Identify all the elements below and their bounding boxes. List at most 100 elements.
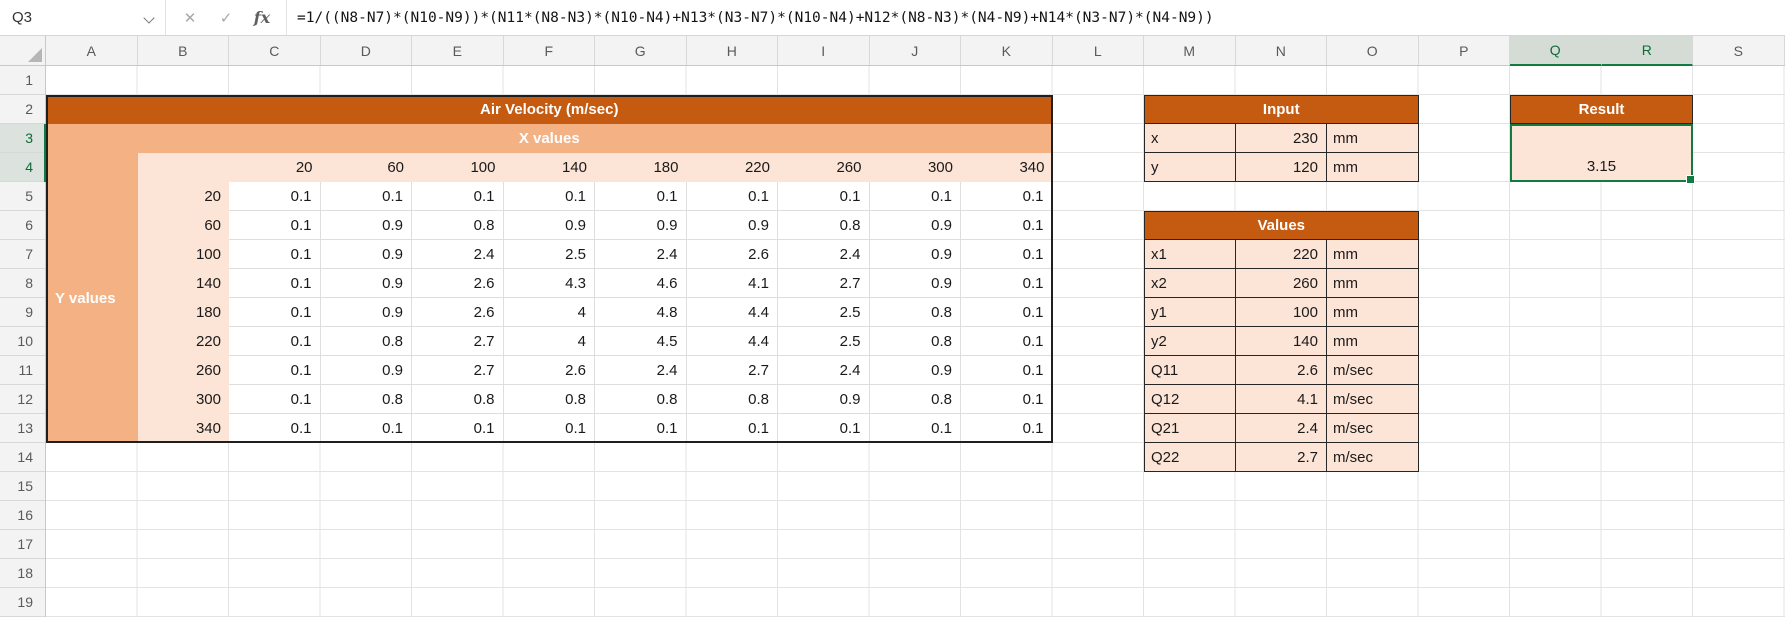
cell-F9[interactable]: 4 xyxy=(503,298,595,327)
cell-K9[interactable]: 0.1 xyxy=(961,298,1053,327)
cell-I12[interactable]: 0.9 xyxy=(778,385,870,414)
values-label-Q12[interactable]: Q12 xyxy=(1144,385,1236,414)
row-header-12[interactable]: 12 xyxy=(0,385,45,414)
y-header-cell-180[interactable]: 180 xyxy=(137,298,229,327)
cell-F6[interactable]: 0.9 xyxy=(503,211,595,240)
row-header-7[interactable]: 7 xyxy=(0,240,45,269)
cell-D9[interactable]: 0.9 xyxy=(320,298,412,327)
input-label-y[interactable]: y xyxy=(1144,153,1236,182)
cell-E9[interactable]: 2.6 xyxy=(412,298,504,327)
name-box[interactable]: Q3 xyxy=(0,0,166,35)
cell-B4[interactable] xyxy=(137,153,229,182)
x-header-cell-60[interactable]: 60 xyxy=(320,153,412,182)
values-value-x2[interactable]: 260 xyxy=(1235,269,1327,298)
chevron-down-icon[interactable] xyxy=(143,12,155,24)
cell-G13[interactable]: 0.1 xyxy=(595,414,687,443)
cell-D11[interactable]: 0.9 xyxy=(320,356,412,385)
row-header-13[interactable]: 13 xyxy=(0,414,45,443)
row-header-2[interactable]: 2 xyxy=(0,95,45,124)
values-title-cell[interactable]: Values xyxy=(1144,211,1419,240)
cell-K5[interactable]: 0.1 xyxy=(961,182,1053,211)
cell-J11[interactable]: 0.9 xyxy=(869,356,961,385)
input-value-x[interactable]: 230 xyxy=(1235,124,1327,153)
column-header-K[interactable]: K xyxy=(961,36,1053,65)
row-header-11[interactable]: 11 xyxy=(0,356,45,385)
column-header-H[interactable]: H xyxy=(687,36,778,65)
column-header-J[interactable]: J xyxy=(870,36,961,65)
column-header-I[interactable]: I xyxy=(778,36,870,65)
column-header-O[interactable]: O xyxy=(1327,36,1419,65)
cell-H5[interactable]: 0.1 xyxy=(686,182,778,211)
values-label-y1[interactable]: y1 xyxy=(1144,298,1236,327)
cell-G8[interactable]: 4.6 xyxy=(595,269,687,298)
cell-K7[interactable]: 0.1 xyxy=(961,240,1053,269)
column-header-D[interactable]: D xyxy=(321,36,412,65)
column-header-E[interactable]: E xyxy=(412,36,504,65)
row-header-16[interactable]: 16 xyxy=(0,501,45,530)
values-unit-Q21[interactable]: m/sec xyxy=(1327,414,1419,443)
cell-F10[interactable]: 4 xyxy=(503,327,595,356)
cell-G10[interactable]: 4.5 xyxy=(595,327,687,356)
values-unit-Q11[interactable]: m/sec xyxy=(1327,356,1419,385)
row-header-15[interactable]: 15 xyxy=(0,472,45,501)
cell-H12[interactable]: 0.8 xyxy=(686,385,778,414)
values-value-Q21[interactable]: 2.4 xyxy=(1235,414,1327,443)
cell-C10[interactable]: 0.1 xyxy=(229,327,321,356)
cell-F13[interactable]: 0.1 xyxy=(503,414,595,443)
column-header-S[interactable]: S xyxy=(1693,36,1785,65)
row-header-9[interactable]: 9 xyxy=(0,298,45,327)
cell-G12[interactable]: 0.8 xyxy=(595,385,687,414)
cell-G6[interactable]: 0.9 xyxy=(595,211,687,240)
cell-C8[interactable]: 0.1 xyxy=(229,269,321,298)
input-unit-y[interactable]: mm xyxy=(1327,153,1419,182)
cell-H7[interactable]: 2.6 xyxy=(686,240,778,269)
cancel-icon[interactable]: ✕ xyxy=(183,9,197,27)
cell-I10[interactable]: 2.5 xyxy=(778,327,870,356)
row-header-14[interactable]: 14 xyxy=(0,443,45,472)
values-value-Q11[interactable]: 2.6 xyxy=(1235,356,1327,385)
result-cell-active[interactable]: 3.15 xyxy=(1510,124,1695,184)
cell-E7[interactable]: 2.4 xyxy=(412,240,504,269)
y-header-cell-100[interactable]: 100 xyxy=(137,240,229,269)
cell-H13[interactable]: 0.1 xyxy=(686,414,778,443)
y-header-cell-220[interactable]: 220 xyxy=(137,327,229,356)
air-velocity-title-cell[interactable]: Air Velocity (m/sec) xyxy=(46,95,1053,124)
input-label-x[interactable]: x xyxy=(1144,124,1236,153)
y-header-cell-260[interactable]: 260 xyxy=(137,356,229,385)
row-header-19[interactable]: 19 xyxy=(0,588,45,617)
cell-D6[interactable]: 0.9 xyxy=(320,211,412,240)
y-header-cell-140[interactable]: 140 xyxy=(137,269,229,298)
values-unit-Q12[interactable]: m/sec xyxy=(1327,385,1419,414)
row-header-8[interactable]: 8 xyxy=(0,269,45,298)
input-value-y[interactable]: 120 xyxy=(1235,153,1327,182)
values-label-Q21[interactable]: Q21 xyxy=(1144,414,1236,443)
cell-C11[interactable]: 0.1 xyxy=(229,356,321,385)
cell-I9[interactable]: 2.5 xyxy=(778,298,870,327)
cell-J10[interactable]: 0.8 xyxy=(869,327,961,356)
y-header-cell-340[interactable]: 340 xyxy=(137,414,229,443)
cell-C5[interactable]: 0.1 xyxy=(229,182,321,211)
cell-E6[interactable]: 0.8 xyxy=(412,211,504,240)
cell-J9[interactable]: 0.8 xyxy=(869,298,961,327)
values-value-Q22[interactable]: 2.7 xyxy=(1235,443,1327,472)
cell-H9[interactable]: 4.4 xyxy=(686,298,778,327)
cell-I11[interactable]: 2.4 xyxy=(778,356,870,385)
cell-F8[interactable]: 4.3 xyxy=(503,269,595,298)
values-value-Q12[interactable]: 4.1 xyxy=(1235,385,1327,414)
cell-F12[interactable]: 0.8 xyxy=(503,385,595,414)
cell-C9[interactable]: 0.1 xyxy=(229,298,321,327)
input-title-cell[interactable]: Input xyxy=(1144,95,1419,124)
column-header-L[interactable]: L xyxy=(1053,36,1144,65)
insert-function-icon[interactable]: fx xyxy=(253,8,271,27)
cell-J5[interactable]: 0.1 xyxy=(869,182,961,211)
cell-K8[interactable]: 0.1 xyxy=(961,269,1053,298)
cell-F7[interactable]: 2.5 xyxy=(503,240,595,269)
cell-I7[interactable]: 2.4 xyxy=(778,240,870,269)
cell-C6[interactable]: 0.1 xyxy=(229,211,321,240)
cell-D7[interactable]: 0.9 xyxy=(320,240,412,269)
cell-E11[interactable]: 2.7 xyxy=(412,356,504,385)
values-label-x2[interactable]: x2 xyxy=(1144,269,1236,298)
values-label-x1[interactable]: x1 xyxy=(1144,240,1236,269)
cell-G9[interactable]: 4.8 xyxy=(595,298,687,327)
cell-J12[interactable]: 0.8 xyxy=(869,385,961,414)
